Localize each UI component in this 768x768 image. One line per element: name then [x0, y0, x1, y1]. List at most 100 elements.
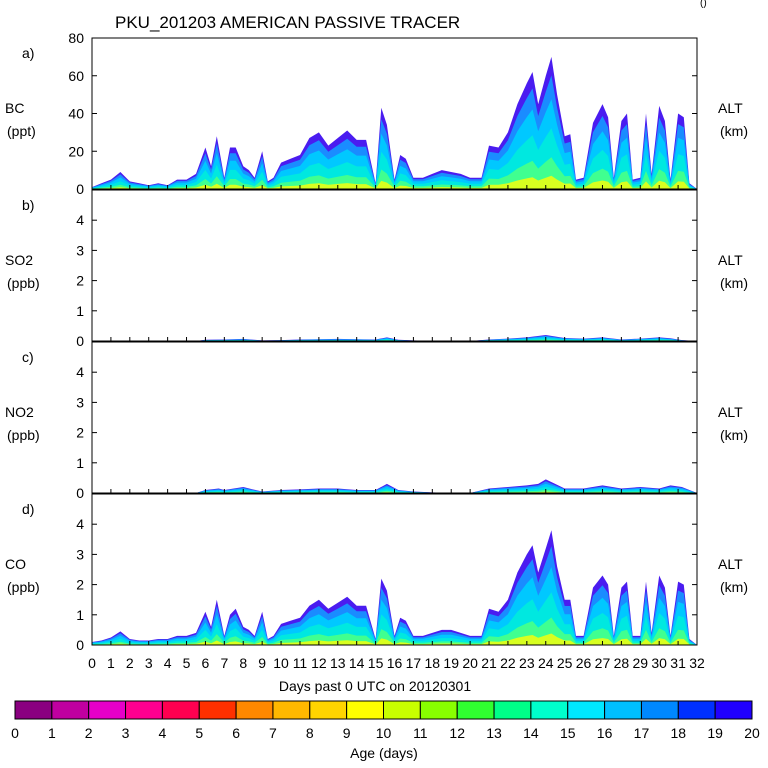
colorbar-tick-label: 4 [159, 725, 167, 741]
panel-c-letter: c) [22, 349, 34, 365]
panel-b-ytick-label: 2 [76, 273, 84, 289]
x-tick-label: 30 [651, 655, 667, 671]
colorbar-swatch [198, 700, 237, 720]
x-tick-label: 23 [519, 655, 535, 671]
colorbar-tick-label: 3 [122, 725, 130, 741]
colorbar-tick-label: 20 [744, 725, 760, 741]
x-axis-tick-labels: 0 1 2 3 4 5 6 7 8 9 10 11 12 13 14 15 16 17 18 19 20 21 22 23 24… [88, 655, 705, 671]
x-tick-label: 25 [557, 655, 573, 671]
colorbar-tick-label: 1 [48, 725, 56, 741]
panel-c-right-unit: (km) [720, 427, 748, 443]
panel-d-ylabel-name: CO [5, 556, 26, 572]
colorbar-swatch [309, 700, 348, 720]
panel-d-ytick-label: 4 [76, 516, 84, 532]
panel-a-ytick-label: 60 [68, 68, 84, 84]
colorbar-swatch [493, 700, 532, 720]
colorbar-swatch [235, 700, 274, 720]
colorbar-tick-label: 10 [376, 725, 392, 741]
panel-c-ylabel-unit: (ppb) [7, 427, 40, 443]
panel-d-right-label: ALT [718, 556, 743, 572]
panels: 020406080a)BC(ppt)ALT(km)01234b)SO2(ppb)… [5, 30, 748, 653]
colorbar-tick-label: 12 [449, 725, 465, 741]
panel-d: 0 1 2 3 4 d) CO (ppb) ALT (km) [5, 493, 748, 653]
colorbar-label: Age (days) [350, 745, 418, 761]
colorbar-swatch [161, 700, 200, 720]
panel-b-ytick-label: 1 [76, 303, 84, 319]
panel-a-ytick-label: 20 [68, 143, 84, 159]
panel-b: 0 1 2 3 4 b) SO2 (ppb) ALT (km) [5, 189, 748, 349]
panel-a: 0 20 40 60 80 a) BC (ppt) ALT (km) [5, 30, 748, 197]
x-tick-label: 3 [145, 655, 153, 671]
panel-c-right-label: ALT [718, 404, 743, 420]
panel-b-ylabel-unit: (ppb) [7, 275, 40, 291]
panel-c-ytick-label: 4 [76, 364, 84, 380]
colorbar-tick-label: 0 [11, 725, 19, 741]
x-tick-label: 31 [670, 655, 686, 671]
colorbar-tick-label: 14 [523, 725, 539, 741]
panel-d-right-unit: (km) [720, 579, 748, 595]
panel-d-ytick-label: 1 [76, 607, 84, 623]
x-tick-label: 10 [273, 655, 289, 671]
colorbar-tick-label: 5 [195, 725, 203, 741]
colorbar-tick-label: 7 [269, 725, 277, 741]
panel-d-ytick-label: 0 [76, 637, 84, 653]
x-tick-label: 19 [443, 655, 459, 671]
colorbar-swatch [51, 700, 90, 720]
colorbar-swatch [456, 700, 495, 720]
x-tick-label: 22 [500, 655, 516, 671]
chart-title: PKU_201203 AMERICAN PASSIVE TRACER [115, 13, 460, 32]
colorbar-tick-label: 19 [707, 725, 723, 741]
corner-mark: () [700, 0, 707, 9]
x-tick-label: 15 [368, 655, 384, 671]
x-tick-label: 0 [88, 655, 96, 671]
x-tick-label: 9 [258, 655, 266, 671]
colorbar-tick-label: 9 [343, 725, 351, 741]
panel-a-ytick-label: 80 [68, 30, 84, 46]
panel-c-ytick-label: 3 [76, 394, 84, 410]
x-tick-label: 13 [330, 655, 346, 671]
colorbar-swatch [14, 700, 53, 720]
colorbar-swatch [419, 700, 458, 720]
x-tick-label: 26 [576, 655, 592, 671]
colorbar-swatch [677, 700, 716, 720]
panel-b-right-label: ALT [718, 252, 743, 268]
x-tick-label: 27 [595, 655, 611, 671]
panel-a-right-unit: (km) [720, 123, 748, 139]
x-tick-label: 17 [406, 655, 422, 671]
panel-c-ytick-label: 1 [76, 455, 84, 471]
x-tick-label: 21 [481, 655, 497, 671]
panel-a-right-label: ALT [718, 100, 743, 116]
colorbar-swatch [567, 700, 606, 720]
colorbar-tick-label: 2 [85, 725, 93, 741]
colorbar-swatch [272, 700, 311, 720]
panel-d-ytick-label: 2 [76, 577, 84, 593]
x-tick-label: 2 [126, 655, 134, 671]
colorbar-swatch [714, 700, 753, 720]
panel-a-ylabel-unit: (ppt) [7, 123, 36, 139]
panel-a-letter: a) [22, 45, 34, 61]
colorbar-tick-label: 15 [560, 725, 576, 741]
x-tick-label: 24 [538, 655, 554, 671]
x-tick-label: 14 [349, 655, 365, 671]
x-axis-label: Days past 0 UTC on 20120301 [279, 678, 471, 694]
x-tick-label: 4 [164, 655, 172, 671]
x-tick-label: 18 [425, 655, 441, 671]
panel-a-ylabel-name: BC [5, 100, 24, 116]
panel-b-frame [91, 189, 698, 342]
panel-d-letter: d) [22, 501, 34, 517]
panel-c-ytick-label: 0 [76, 485, 84, 501]
x-tick-label: 28 [614, 655, 630, 671]
colorbar-tick-label: 17 [634, 725, 650, 741]
colorbar-tick-label: 8 [306, 725, 314, 741]
colorbar-swatch [604, 700, 642, 720]
colorbar-tick-label: 6 [232, 725, 240, 741]
panel-b-ylabel-name: SO2 [5, 252, 33, 268]
panel-a-ytick-label: 40 [68, 106, 84, 122]
x-tick-label: 11 [293, 655, 308, 671]
colorbar-tick-label: 18 [671, 725, 687, 741]
x-tick-label: 1 [107, 655, 115, 671]
x-tick-label: 6 [202, 655, 210, 671]
x-tick-label: 5 [183, 655, 191, 671]
panel-a-ytick-label: 0 [76, 181, 84, 197]
